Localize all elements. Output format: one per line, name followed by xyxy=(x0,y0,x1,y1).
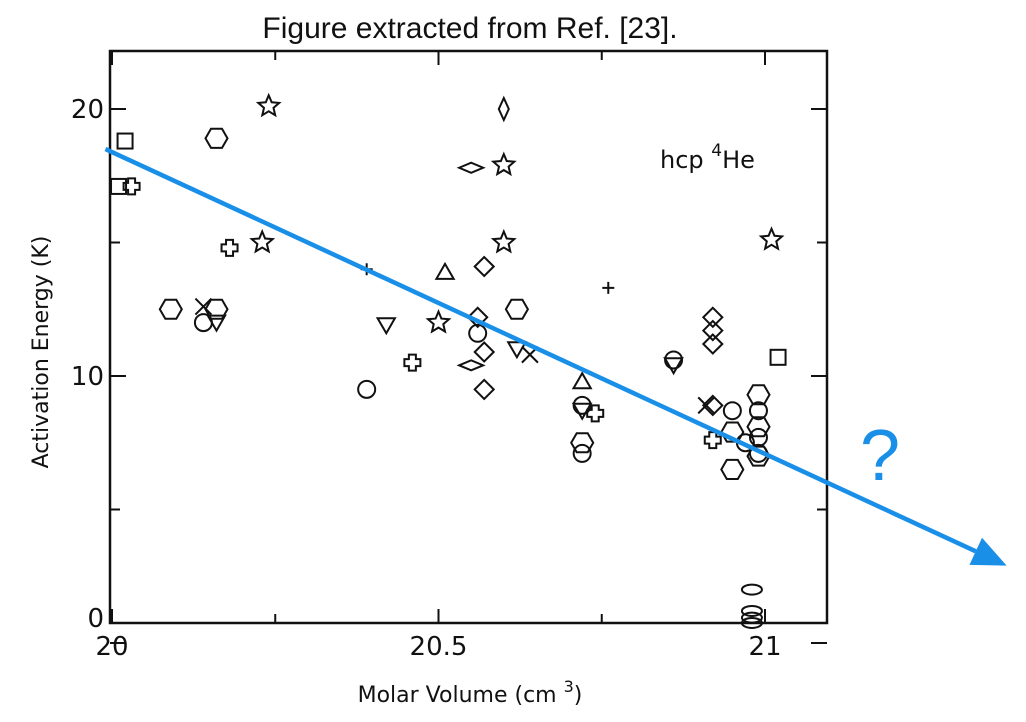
point-plus xyxy=(703,431,722,450)
point-down-triangle xyxy=(206,314,227,333)
point-hexagon xyxy=(720,458,745,480)
point-plus xyxy=(122,177,141,196)
point-circle xyxy=(664,350,684,370)
point-ellipse xyxy=(740,616,763,629)
data-points xyxy=(110,92,787,629)
point-down-triangle xyxy=(375,317,397,336)
point-diamond xyxy=(473,341,496,363)
figure-caption: Figure extracted from Ref. [23]. xyxy=(262,12,678,45)
question-mark: ? xyxy=(860,416,900,496)
point-square xyxy=(769,348,787,366)
point-hexagon xyxy=(570,432,595,454)
point-small-plus xyxy=(602,281,615,294)
x-axis-title-text: Molar Volume (cm xyxy=(358,683,557,708)
trend-arrow xyxy=(104,147,1007,566)
point-x xyxy=(194,297,213,316)
point-triangle xyxy=(434,261,456,280)
point-down-triangle xyxy=(506,341,528,360)
annotation-element: He xyxy=(722,146,755,174)
x-tick-label: 20.5 xyxy=(410,632,468,662)
point-circle xyxy=(357,379,377,399)
point-hexagon xyxy=(158,298,183,320)
point-diamond xyxy=(701,333,724,355)
point-hexagon xyxy=(504,298,530,320)
point-diamond xyxy=(473,255,496,278)
point-square xyxy=(116,132,134,150)
annotation-prefix: hcp xyxy=(660,146,711,174)
point-hexagon xyxy=(204,298,229,320)
x-axis-title-close: ) xyxy=(574,683,583,708)
point-plus xyxy=(586,404,605,423)
point-plus xyxy=(220,238,239,257)
point-diamond xyxy=(701,394,724,417)
point-circle xyxy=(748,401,768,421)
x-tick-label: 20 xyxy=(95,632,128,662)
trend-arrow-line xyxy=(104,147,977,554)
point-ellipse xyxy=(740,583,763,596)
plot-frame xyxy=(108,49,829,625)
annotation-superscript: 4 xyxy=(711,141,722,161)
point-circle xyxy=(572,443,592,463)
axis-ticks: 20 20.5 21 0 10 20 xyxy=(71,51,827,662)
x-axis-title-superscript: 3 xyxy=(564,677,574,696)
y-tick-label: 20 xyxy=(71,95,104,125)
point-hexagon xyxy=(204,127,229,149)
hcp-he-annotation: hcp 4He xyxy=(660,141,755,174)
point-diamond-h xyxy=(456,161,486,174)
point-star xyxy=(758,226,785,251)
point-diamond xyxy=(701,319,724,342)
point-star xyxy=(490,228,517,254)
point-circle xyxy=(468,323,488,343)
point-triangle xyxy=(571,371,593,390)
point-star xyxy=(490,151,517,177)
point-circle xyxy=(722,401,742,421)
y-tick-label: 0 xyxy=(87,604,104,634)
y-axis-title: Activation Energy (K) xyxy=(29,236,54,469)
point-hexagon xyxy=(746,445,771,467)
point-hexagon xyxy=(746,416,771,438)
point-star xyxy=(255,92,282,118)
point-star xyxy=(425,308,452,334)
point-diamond xyxy=(701,306,724,329)
point-ellipse xyxy=(740,611,763,624)
point-down-triangle xyxy=(663,357,684,376)
x-tick-label: 21 xyxy=(748,632,781,662)
point-ellipse xyxy=(740,604,763,617)
point-diamond-h xyxy=(456,359,486,372)
point-square xyxy=(110,177,128,195)
x-axis-title: Molar Volume (cm 3) xyxy=(358,677,583,708)
point-x xyxy=(697,396,715,415)
point-star xyxy=(249,228,276,254)
y-tick-label: 10 xyxy=(71,362,104,392)
point-diamond-v xyxy=(497,95,510,123)
trend-arrow-head xyxy=(969,537,1007,566)
point-diamond xyxy=(473,378,496,401)
point-plus xyxy=(403,353,422,372)
